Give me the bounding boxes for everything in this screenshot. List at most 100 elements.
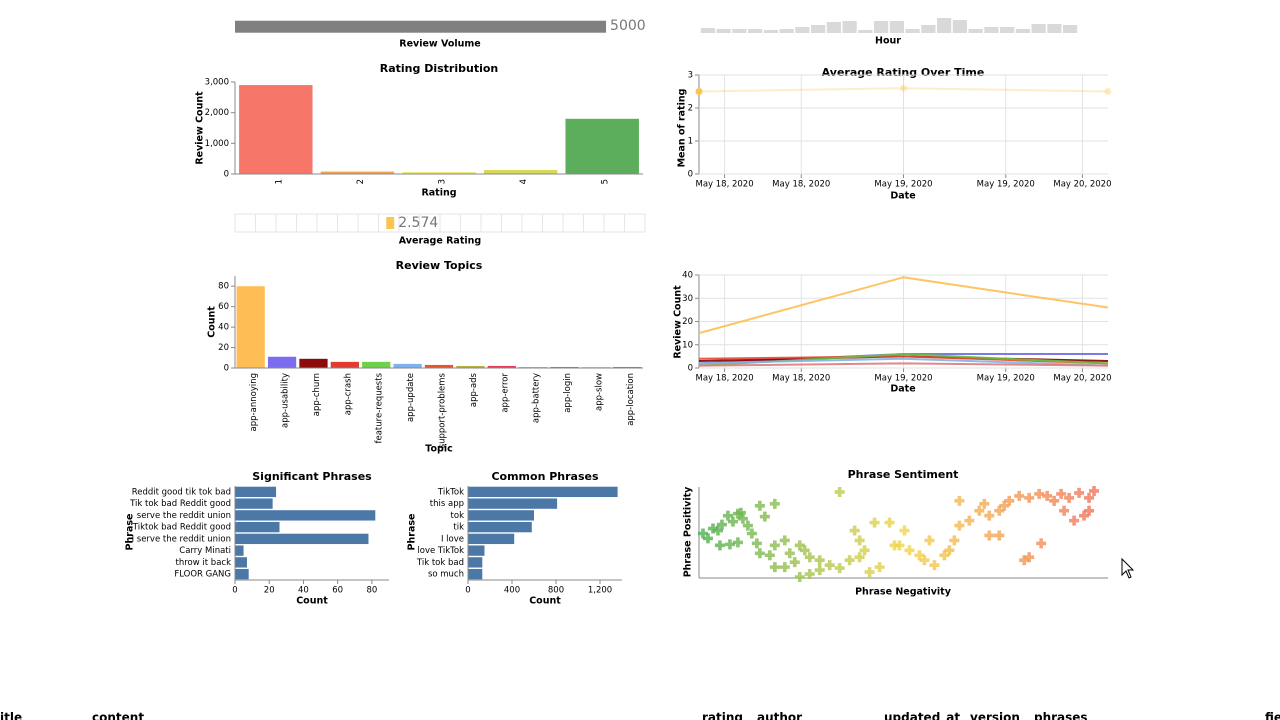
x-tick-label: app-annoying <box>249 373 259 431</box>
point <box>1084 492 1095 503</box>
y-tick-label: 3,000 <box>205 78 229 88</box>
point <box>751 538 762 549</box>
chart-title: Average Rating Over Time <box>822 66 985 79</box>
point <box>949 535 960 546</box>
x-tick-label: 5 <box>601 179 611 184</box>
point <box>1084 505 1095 516</box>
x-axis-title: Count <box>529 596 561 607</box>
y-tick-label: 30 <box>682 294 693 304</box>
y-axis-title: Phrase <box>125 514 136 551</box>
point <box>824 560 835 571</box>
point <box>900 84 907 92</box>
bar <box>581 366 611 368</box>
point <box>754 500 765 511</box>
bar <box>393 363 422 368</box>
bar <box>795 27 810 33</box>
point <box>737 513 748 524</box>
bar <box>468 521 532 533</box>
point <box>727 516 738 527</box>
y-tick-label: 3 <box>688 71 693 81</box>
x-axis-title: Review Volume <box>399 39 480 50</box>
y-tick-label: throw it back <box>176 558 232 568</box>
point <box>854 552 865 563</box>
cell <box>603 213 625 233</box>
y-tick-label: 40 <box>218 323 229 333</box>
x-tick-label: app-usability <box>281 373 291 428</box>
point <box>754 548 765 559</box>
bar <box>235 533 369 545</box>
point <box>784 548 795 559</box>
bar <box>468 486 618 498</box>
x-tick-label: app-login <box>563 373 573 413</box>
chart-title: Significant Phrases <box>252 470 372 483</box>
y-tick-label: serve the reddit union <box>137 511 231 521</box>
y-tick-label: I serve the reddit union <box>132 534 231 544</box>
point <box>849 525 860 536</box>
point <box>994 530 1005 541</box>
x-tick-label: May 18, 2020 <box>695 374 753 384</box>
y-tick-label: this app <box>430 499 464 509</box>
point <box>779 562 790 573</box>
point <box>764 550 775 561</box>
point <box>732 537 743 548</box>
x-tick-label: 60 <box>332 586 343 596</box>
point <box>1056 488 1067 499</box>
bar <box>483 170 558 174</box>
point <box>1014 490 1025 501</box>
bar <box>874 21 889 33</box>
point <box>904 545 915 556</box>
column-header: itle <box>0 711 22 720</box>
cell <box>562 213 584 233</box>
point <box>769 540 780 551</box>
bar <box>613 366 642 368</box>
x-tick-label: May 19, 2020 <box>977 180 1035 190</box>
cell <box>316 213 338 233</box>
x-tick-label: 800 <box>548 586 564 596</box>
column-header: fie <box>1265 711 1280 720</box>
y-tick-label: 1,000 <box>205 139 229 149</box>
point <box>994 505 1005 516</box>
y-tick-label: Carry Minati <box>179 546 231 556</box>
bar <box>235 521 280 533</box>
column-header: content <box>92 711 144 720</box>
bar <box>921 25 936 33</box>
bar <box>235 557 247 568</box>
chart-title: Rating Distribution <box>380 62 498 75</box>
point <box>1019 555 1030 566</box>
y-tick-label: 20 <box>218 343 229 353</box>
point <box>889 540 900 551</box>
bar <box>235 486 277 498</box>
column-header: author <box>757 711 802 720</box>
point <box>1059 505 1070 516</box>
point <box>874 562 885 573</box>
point <box>984 510 995 521</box>
bar <box>330 361 359 368</box>
x-tick-label: May 20, 2020 <box>1053 374 1111 384</box>
bar <box>550 366 579 368</box>
point <box>834 486 845 497</box>
point <box>939 550 950 561</box>
point <box>769 498 780 509</box>
bar <box>968 29 983 33</box>
x-tick-label: app-crash <box>343 373 353 415</box>
x-axis-title: Phrase Negativity <box>855 587 952 598</box>
point <box>999 500 1010 511</box>
bar <box>937 18 952 33</box>
point <box>722 510 733 521</box>
bar <box>235 510 376 521</box>
bar <box>1000 27 1015 33</box>
x-tick-label: May 20, 2020 <box>1053 180 1111 190</box>
y-tick-label: Reddit good tik tok bad <box>132 487 231 497</box>
point <box>929 560 940 571</box>
x-tick-label: 3 <box>438 179 448 184</box>
y-tick-label: 40 <box>682 271 693 281</box>
value-mark <box>386 217 395 229</box>
y-tick-label: 0 <box>688 364 693 374</box>
point <box>742 520 753 531</box>
y-tick-label: 0 <box>224 170 229 180</box>
point <box>944 545 955 556</box>
x-tick-label: May 19, 2020 <box>977 374 1035 384</box>
bar <box>748 29 763 33</box>
bar <box>842 21 857 33</box>
cell <box>542 213 564 233</box>
